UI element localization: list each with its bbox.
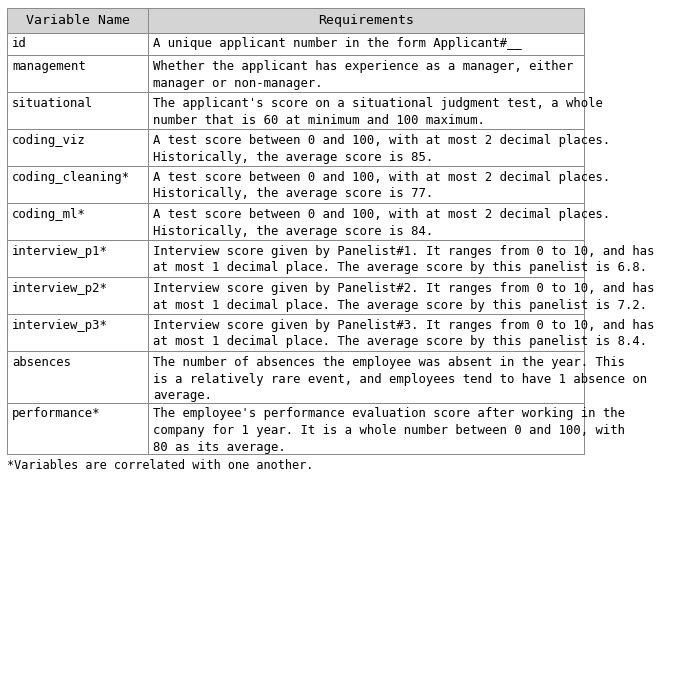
Bar [149,240,584,277]
Text: A unique applicant number in the form Applicant#__: A unique applicant number in the form Ap… [153,37,522,50]
Text: A test score between 0 and 100, with at most 2 decimal places.
Historically, the: A test score between 0 and 100, with at … [153,171,611,201]
Bar [149,203,584,240]
Text: Interview score given by Panelist#2. It ranges from 0 to 10, and has
at most 1 d: Interview score given by Panelist#2. It … [153,282,655,311]
Bar [7,351,149,403]
Bar [149,129,584,166]
Bar [7,403,149,454]
Bar [149,314,584,351]
Bar [149,166,584,203]
Text: Interview score given by Panelist#3. It ranges from 0 to 10, and has
at most 1 d: Interview score given by Panelist#3. It … [153,319,655,348]
Text: management: management [12,60,85,73]
Text: coding_viz: coding_viz [12,134,85,147]
Text: Requirements: Requirements [318,14,414,26]
Text: A test score between 0 and 100, with at most 2 decimal places.
Historically, the: A test score between 0 and 100, with at … [153,134,611,163]
Bar [7,166,149,203]
Bar [149,55,584,92]
Text: absences: absences [12,356,71,369]
Bar [149,8,584,33]
Bar [7,314,149,351]
Text: id: id [12,37,26,50]
Text: situational: situational [12,97,93,110]
Text: interview_p1*: interview_p1* [12,245,108,258]
Text: performance*: performance* [12,407,101,420]
Text: coding_ml*: coding_ml* [12,208,85,221]
Bar [7,129,149,166]
Text: coding_cleaning*: coding_cleaning* [12,171,130,184]
Bar [7,33,149,55]
Bar [149,33,584,55]
Bar [149,403,584,454]
Bar [7,55,149,92]
Text: The number of absences the employee was absent in the year. This
is a relatively: The number of absences the employee was … [153,356,648,402]
Bar [7,92,149,129]
Bar [7,8,149,33]
Text: interview_p2*: interview_p2* [12,282,108,295]
Text: Variable Name: Variable Name [26,14,130,26]
Text: *Variables are correlated with one another.: *Variables are correlated with one anoth… [7,459,313,472]
Bar [7,203,149,240]
Bar [7,277,149,314]
Text: The applicant's score on a situational judgment test, a whole
number that is 60 : The applicant's score on a situational j… [153,97,603,127]
Bar [149,92,584,129]
Text: Whether the applicant has experience as a manager, either
manager or non-manager: Whether the applicant has experience as … [153,60,574,89]
Bar [7,240,149,277]
Text: A test score between 0 and 100, with at most 2 decimal places.
Historically, the: A test score between 0 and 100, with at … [153,208,611,237]
Bar [149,351,584,403]
Text: Interview score given by Panelist#1. It ranges from 0 to 10, and has
at most 1 d: Interview score given by Panelist#1. It … [153,245,655,275]
Text: interview_p3*: interview_p3* [12,319,108,332]
Text: The employee's performance evaluation score after working in the
company for 1 y: The employee's performance evaluation sc… [153,407,625,454]
Bar [149,277,584,314]
